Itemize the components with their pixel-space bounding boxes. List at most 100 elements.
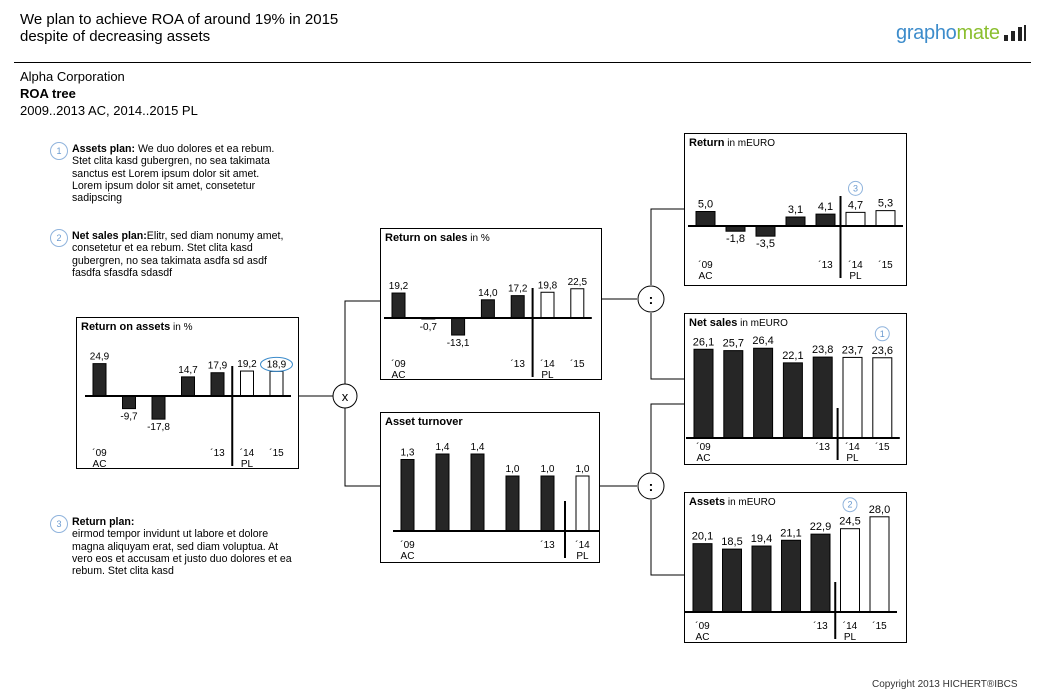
note-number-badge: 3 xyxy=(50,515,68,533)
ac-sublabel-at: AC xyxy=(401,551,415,562)
data-label-ret-5: 4,7 xyxy=(848,199,863,211)
headline-line-2: despite of decreasing assets xyxy=(20,28,211,45)
tick-label-ns-4: ´13 xyxy=(815,441,830,453)
tick-label-ns-0: ´09 xyxy=(696,441,711,453)
company-name: Alpha Corporation xyxy=(20,69,125,84)
note-marker-as xyxy=(842,497,858,513)
note-label: Net sales plan: xyxy=(72,230,147,242)
bar-roa-3 xyxy=(181,376,195,397)
divide-operator-asset-turnover: : xyxy=(637,472,665,500)
tick-label-roa-6: ´15 xyxy=(269,447,284,459)
data-label-as-0: 20,1 xyxy=(692,531,713,543)
tick-label-at-0: ´09 xyxy=(400,539,415,551)
pl-sublabel-as: PL xyxy=(844,632,857,642)
note-label: Return plan: xyxy=(72,516,135,528)
data-label-ros-2: -13,1 xyxy=(447,338,470,349)
bar-ns-0 xyxy=(693,348,714,439)
tick-label-as-0: ´09 xyxy=(695,620,710,632)
chart-title: Net sales in mEURO xyxy=(689,317,788,329)
highlight-ellipse-roa xyxy=(260,356,293,372)
note-assets-plan: 1 Assets plan: We duo dolores et ea rebu… xyxy=(50,142,292,205)
chart-return-on-assets: Return on assets in % 24,9 ´09 -9,7 -17,8 14… xyxy=(76,317,299,469)
ac-sublabel-roa: AC xyxy=(93,459,107,468)
note-text: We duo dolores et ea rebum. Stet clita k… xyxy=(72,143,275,205)
bar-ros-6 xyxy=(570,288,585,319)
data-label-ret-0: 5,0 xyxy=(698,199,713,211)
note-marker-number-ns: 1 xyxy=(880,329,885,339)
bar-as-1 xyxy=(722,548,742,613)
tick-label-ret-5: ´14 xyxy=(848,259,863,271)
bar-roa-5 xyxy=(240,370,254,397)
tick-label-ret-0: ´09 xyxy=(698,259,713,271)
bar-as-2 xyxy=(751,545,772,613)
logo-bars-icon xyxy=(1004,25,1026,41)
report-heading: Alpha Corporation ROA tree 2009..2013 AC… xyxy=(20,68,198,119)
report-period: 2009..2013 AC, 2014..2015 PL xyxy=(20,103,198,118)
multiply-symbol: x xyxy=(342,389,349,404)
bar-at-0 xyxy=(400,459,415,532)
note-text: Elitr, sed diam nonumy amet, consetetur … xyxy=(72,230,284,279)
note-return-plan: 3 Return plan: eirmod tempor invidunt ut … xyxy=(50,515,294,578)
headline: We plan to achieve ROA of around 19% in … xyxy=(20,11,338,45)
data-label-as-4: 22,9 xyxy=(810,521,831,533)
data-label-ros-0: 19,2 xyxy=(389,281,409,292)
bar-at-4 xyxy=(540,475,555,532)
data-label-ns-3: 22,1 xyxy=(782,350,803,362)
note-text: eirmod tempor invidunt ut labore et dolo… xyxy=(72,528,292,578)
data-label-as-5: 24,5 xyxy=(839,516,860,528)
data-label-ret-4: 4,1 xyxy=(818,201,833,213)
data-label-ns-5: 23,7 xyxy=(842,344,863,356)
chart-plot: 26,1 ´09 25,7 26,4 22,1 23,8 ´13 23,7 ´14 23,6 ´15… xyxy=(686,326,900,464)
tick-label-ret-6: ´15 xyxy=(878,259,893,271)
bar-ros-0 xyxy=(391,292,406,319)
note-marker-number-ret: 3 xyxy=(853,183,858,193)
logo-text-part-2: mate xyxy=(956,22,1000,44)
pl-sublabel-ns: PL xyxy=(846,453,859,464)
note-number-badge: 2 xyxy=(50,229,68,247)
data-label-as-1: 18,5 xyxy=(721,536,742,548)
ac-sublabel-ns: AC xyxy=(697,453,711,464)
note-number-badge: 1 xyxy=(50,142,68,160)
chart-title: Return on assets in % xyxy=(81,321,193,333)
data-label-at-4: 1,0 xyxy=(541,464,555,475)
pl-sublabel-at: PL xyxy=(576,551,589,562)
bar-as-0 xyxy=(692,543,713,613)
bar-roa-6 xyxy=(269,370,284,397)
tick-label-at-4: ´13 xyxy=(540,539,555,551)
tick-label-as-4: ´13 xyxy=(813,620,828,632)
data-label-ret-1: -1,8 xyxy=(726,233,745,245)
report-title: ROA tree xyxy=(20,86,76,101)
bar-at-5 xyxy=(575,475,590,532)
bar-ros-5 xyxy=(540,291,555,319)
data-label-roa-1: -9,7 xyxy=(120,412,138,423)
ac-sublabel-ret: AC xyxy=(699,271,713,282)
note-label: Assets plan: xyxy=(72,143,135,155)
bar-ros-3 xyxy=(480,299,495,319)
data-label-ns-2: 26,4 xyxy=(752,335,773,347)
bar-at-2 xyxy=(470,453,485,532)
bar-ns-4 xyxy=(812,356,833,439)
chart-asset-turnover: Asset turnover 1,3 ´09 1,4 1,4 1,0 1,0 ´13 1,0 ´… xyxy=(380,412,600,563)
chart-title: Asset turnover xyxy=(385,416,463,428)
tick-label-ros-6: ´15 xyxy=(570,358,585,370)
ac-sublabel-ros: AC xyxy=(392,370,406,379)
divide-operator-return-on-sales: : xyxy=(637,285,665,313)
data-label-ros-1: -0,7 xyxy=(420,322,438,333)
bar-at-1 xyxy=(435,453,450,532)
note-marker-ret xyxy=(848,180,863,196)
bar-ns-2 xyxy=(753,347,774,439)
note-marker-ns xyxy=(874,326,890,342)
copyright: Copyright 2013 HICHERT®IBCS xyxy=(872,679,1018,690)
tick-label-ros-4: ´13 xyxy=(510,358,525,370)
tick-label-ros-0: ´09 xyxy=(391,358,406,370)
divide-symbol: : xyxy=(649,478,654,494)
tick-label-roa-5: ´14 xyxy=(240,447,255,459)
ac-sublabel-as: AC xyxy=(696,632,710,642)
bar-as-6 xyxy=(869,516,890,613)
bar-roa-1 xyxy=(122,395,136,410)
chart-plot: 5,0 ´09 -1,8 -3,5 3,1 4,1 ´13 4,7 ´14 5,3 ´15 AC PL 3 xyxy=(688,180,903,282)
tick-label-ros-5: ´14 xyxy=(540,358,555,370)
data-label-roa-0: 24,9 xyxy=(90,352,110,363)
data-label-at-1: 1,4 xyxy=(436,442,450,453)
data-label-roa-4: 17,9 xyxy=(208,361,228,372)
